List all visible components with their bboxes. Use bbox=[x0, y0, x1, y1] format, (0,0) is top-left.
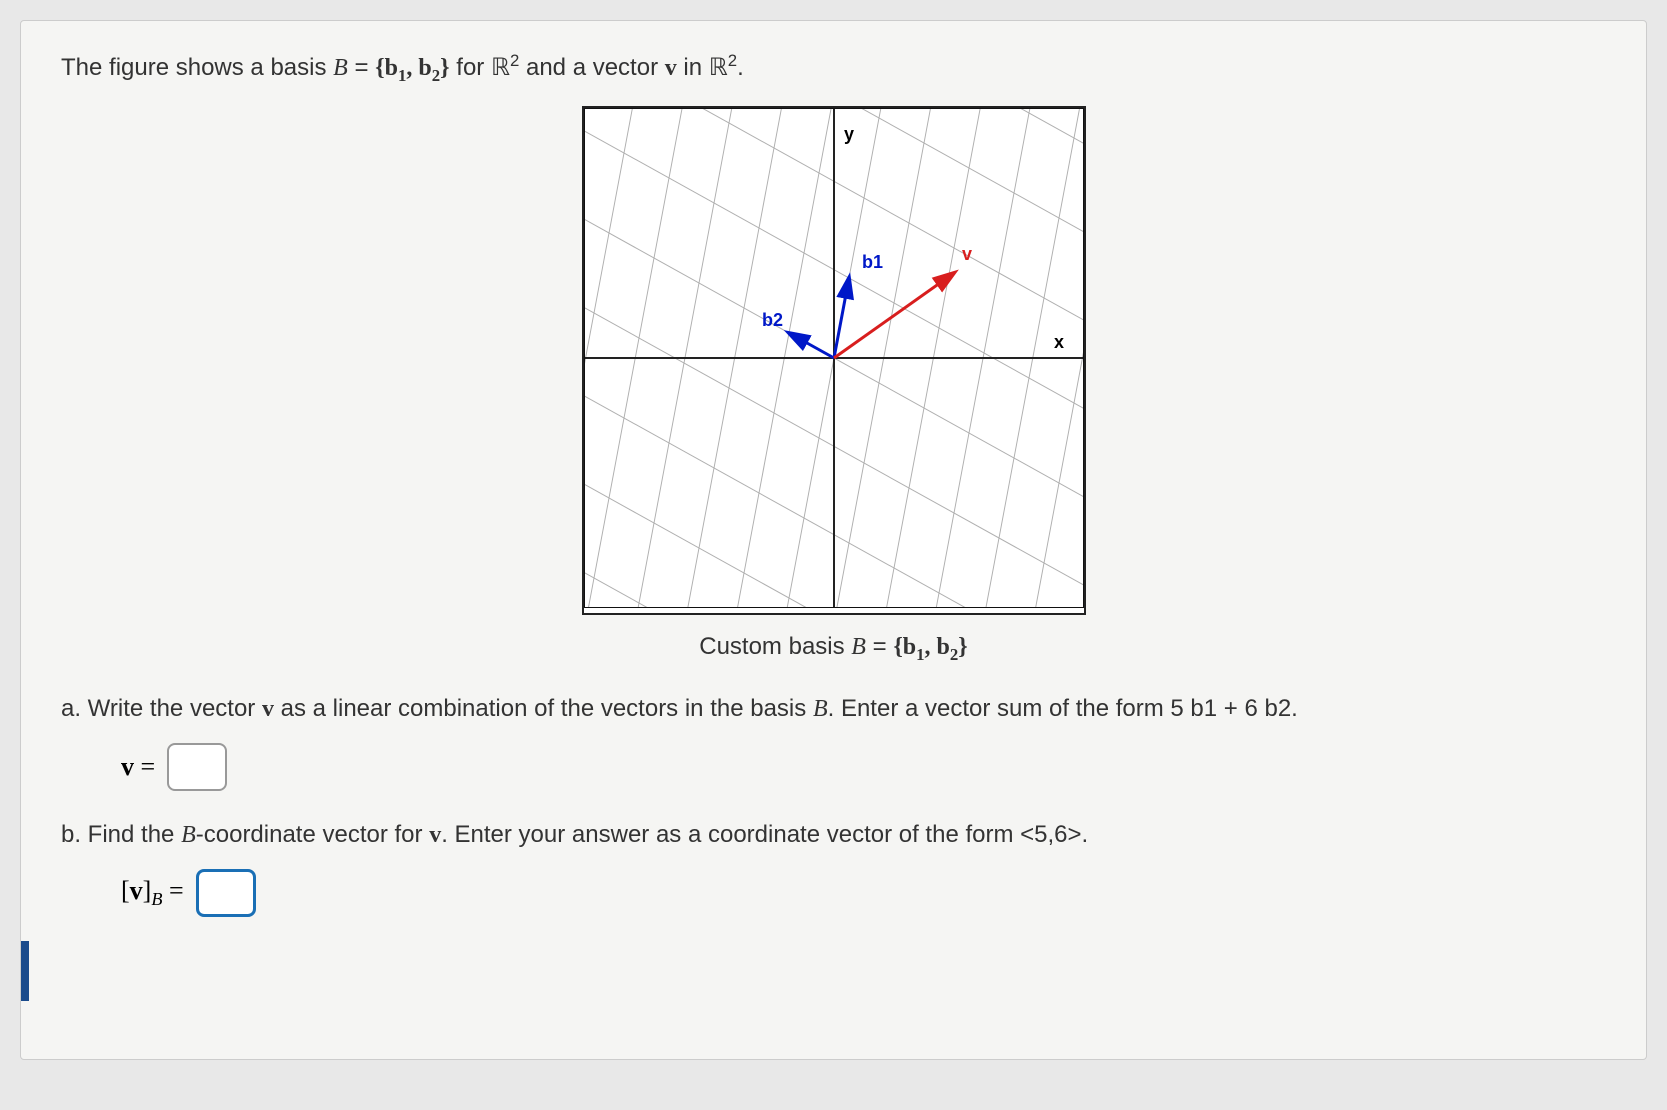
part-a-basis: B bbox=[813, 696, 828, 722]
svg-text:b1: b1 bbox=[862, 252, 883, 272]
part-a-label: a. Write the vector bbox=[61, 695, 262, 722]
answer-a-input[interactable] bbox=[167, 743, 227, 791]
vector-v: v bbox=[665, 55, 677, 81]
svg-text:y: y bbox=[844, 124, 854, 144]
figure-caption: Custom basis B = {b1, b2} bbox=[61, 633, 1606, 665]
intro-prefix: The figure shows a basis bbox=[61, 54, 333, 81]
figure-svg: y x b1 b2 v bbox=[584, 108, 1084, 608]
space-exp: 2 bbox=[510, 51, 519, 70]
basis-symbol: B bbox=[333, 55, 348, 81]
caption-eq: = bbox=[866, 633, 893, 660]
basis-figure: y x b1 b2 v bbox=[582, 106, 1086, 615]
part-b-basis: B bbox=[181, 822, 196, 848]
answer-a-label: v = bbox=[121, 752, 155, 782]
part-a-vec: v bbox=[262, 696, 274, 722]
intro-eq: = bbox=[348, 54, 375, 81]
part-a-tail: . Enter a vector sum of the form 5 b1 + … bbox=[828, 695, 1298, 722]
intro-and: and a vector bbox=[519, 54, 664, 81]
answer-b-row: [v]B = bbox=[121, 869, 1606, 917]
caption-prefix: Custom basis bbox=[699, 633, 851, 660]
space-exp2: 2 bbox=[728, 51, 737, 70]
svg-text:b2: b2 bbox=[762, 310, 783, 330]
caption-set: {b1, b2} bbox=[893, 634, 967, 660]
space-r2: ℝ bbox=[709, 55, 728, 81]
problem-page: The figure shows a basis B = {b1, b2} fo… bbox=[20, 20, 1647, 1060]
answer-a-lhs: v bbox=[121, 752, 134, 781]
svg-text:x: x bbox=[1054, 332, 1064, 352]
answer-b-open: [ bbox=[121, 876, 130, 905]
part-b-label: b. Find the bbox=[61, 821, 181, 848]
answer-b-sub: B bbox=[151, 889, 162, 909]
part-a-text: a. Write the vector v as a linear combin… bbox=[61, 695, 1606, 723]
answer-a-eq: = bbox=[134, 752, 155, 781]
caption-basis: B bbox=[851, 634, 866, 660]
part-b-vec: v bbox=[429, 822, 441, 848]
part-b-mid: -coordinate vector for bbox=[196, 821, 429, 848]
answer-b-vec: v bbox=[130, 876, 143, 905]
answer-b-eq: = bbox=[162, 876, 183, 905]
intro-period: . bbox=[737, 54, 744, 81]
intro-in: in bbox=[677, 54, 709, 81]
answer-b-label: [v]B = bbox=[121, 876, 184, 910]
figure-wrap: y x b1 b2 v Custom basis B = {b1, b2} bbox=[61, 106, 1606, 665]
answer-b-input[interactable] bbox=[196, 869, 256, 917]
space-r: ℝ bbox=[491, 55, 510, 81]
left-accent-bar bbox=[21, 941, 29, 1001]
part-b-text: b. Find the B-coordinate vector for v. E… bbox=[61, 821, 1606, 849]
answer-a-row: v = bbox=[121, 743, 1606, 791]
part-a-mid: as a linear combination of the vectors i… bbox=[274, 695, 813, 722]
intro-for: for bbox=[450, 54, 491, 81]
basis-set: {b1, b2} bbox=[375, 55, 449, 81]
intro-text: The figure shows a basis B = {b1, b2} fo… bbox=[61, 51, 1606, 86]
svg-text:v: v bbox=[962, 244, 972, 264]
part-b-tail: . Enter your answer as a coordinate vect… bbox=[441, 821, 1088, 848]
